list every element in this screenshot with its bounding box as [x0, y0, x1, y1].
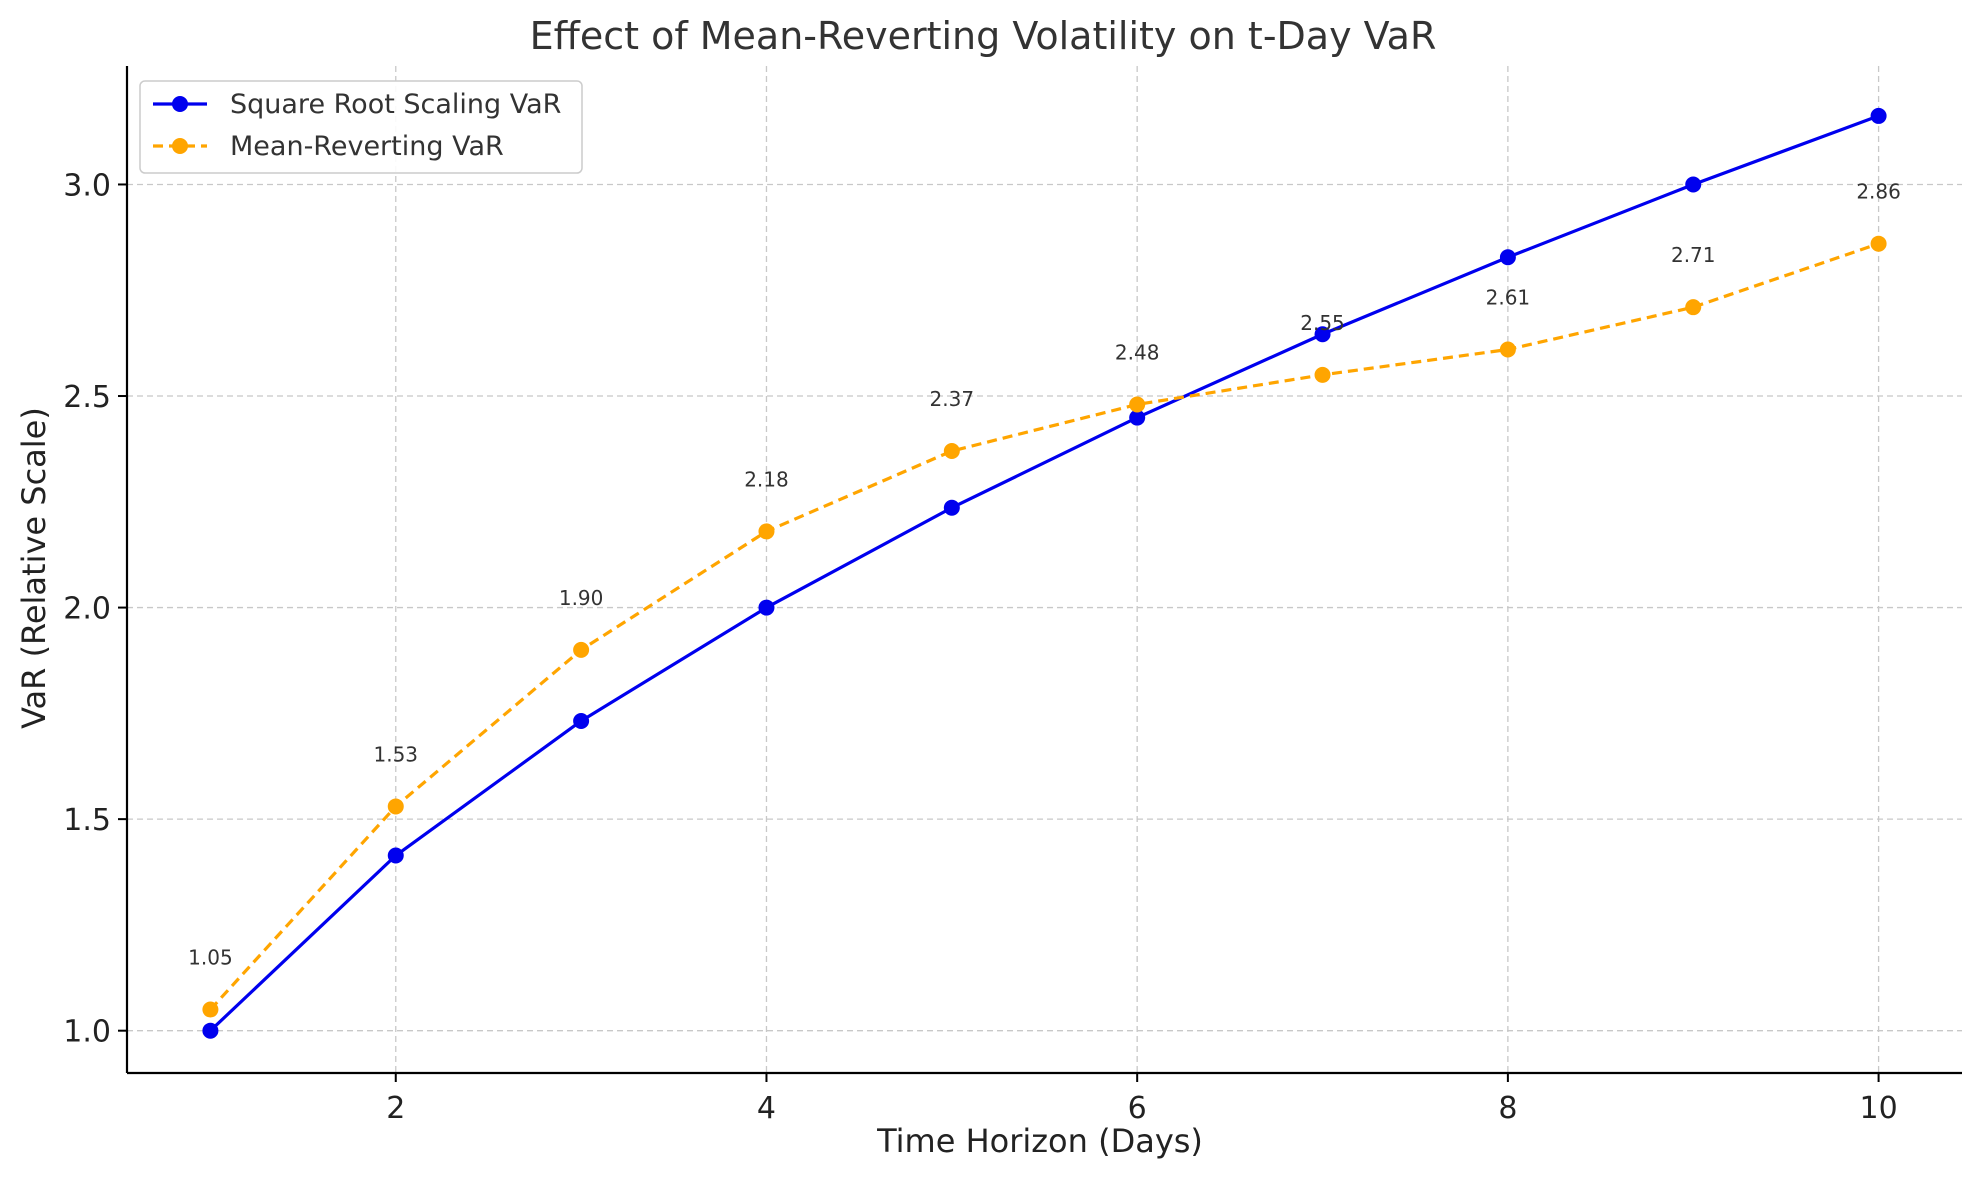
y-tick-label: 2.5	[63, 380, 111, 415]
x-tick-label: 4	[757, 1091, 776, 1126]
data-point	[1129, 396, 1146, 413]
legend: Square Root Scaling VaR Mean-Reverting V…	[139, 80, 583, 174]
x-tick-label: 8	[1498, 1091, 1517, 1126]
y-tick-label: 3.0	[63, 168, 111, 203]
data-label: 2.71	[1671, 243, 1716, 267]
data-point	[943, 499, 960, 516]
data-point	[387, 847, 404, 864]
data-label: 2.55	[1300, 311, 1345, 335]
data-label: 2.18	[744, 467, 789, 491]
y-tick-label: 1.0	[63, 1015, 111, 1050]
data-point	[1685, 299, 1702, 316]
series-layer	[202, 107, 1887, 1039]
x-axis-label: Time Horizon (Days)	[876, 1122, 1203, 1160]
data-point	[943, 443, 960, 460]
data-point	[1870, 235, 1887, 252]
data-label: 2.48	[1115, 340, 1160, 364]
data-point	[202, 1001, 219, 1018]
legend-frame	[139, 80, 583, 174]
x-tick-label: 10	[1859, 1091, 1897, 1126]
y-axis-label: VaR (Relative Scale)	[15, 407, 53, 729]
data-point	[758, 523, 775, 540]
data-label: 2.61	[1486, 285, 1531, 309]
data-label: 1.90	[559, 586, 604, 610]
legend-label-square-root: Square Root Scaling VaR	[230, 89, 561, 120]
x-tick-label: 2	[386, 1091, 405, 1126]
data-label: 2.86	[1856, 180, 1901, 204]
data-point	[1314, 366, 1331, 383]
axes	[125, 66, 1962, 1075]
data-point	[1314, 326, 1331, 343]
data-point	[758, 599, 775, 616]
legend-marker-square-root	[172, 96, 188, 112]
series-mean-reverting-var	[202, 235, 1887, 1018]
series-square-root-scaling-var	[202, 107, 1887, 1039]
grid	[127, 66, 1962, 1073]
legend-label-mean-reverting: Mean-Reverting VaR	[230, 131, 504, 162]
data-point	[1870, 107, 1887, 124]
x-tick-label: 6	[1128, 1091, 1147, 1126]
series-line-mean-reverting-var	[209, 242, 1880, 1011]
data-point	[1129, 409, 1146, 426]
data-labels: 1.05 1.53 1.90 2.18 2.37 2.48 2.55 2.61 2.71 2.86	[188, 180, 1901, 970]
data-point	[1499, 341, 1516, 358]
data-label: 1.53	[373, 742, 418, 766]
chart-title: Effect of Mean-Reverting Volatility on t…	[530, 14, 1437, 58]
ticks: 2 4 6 8 10 1.0 1.5 2.0 2.5 3.0	[63, 168, 1897, 1126]
data-point	[573, 712, 590, 729]
data-point	[573, 641, 590, 658]
series-line-square-root-scaling-var	[209, 114, 1880, 1032]
data-label: 2.37	[930, 387, 975, 411]
y-tick-label: 2.0	[63, 592, 111, 627]
data-point	[1685, 176, 1702, 193]
data-point	[202, 1022, 219, 1039]
y-tick-label: 1.5	[63, 803, 111, 838]
legend-marker-mean-reverting	[172, 138, 188, 154]
data-label: 1.05	[188, 946, 233, 970]
data-point	[1499, 249, 1516, 266]
data-point	[387, 798, 404, 815]
